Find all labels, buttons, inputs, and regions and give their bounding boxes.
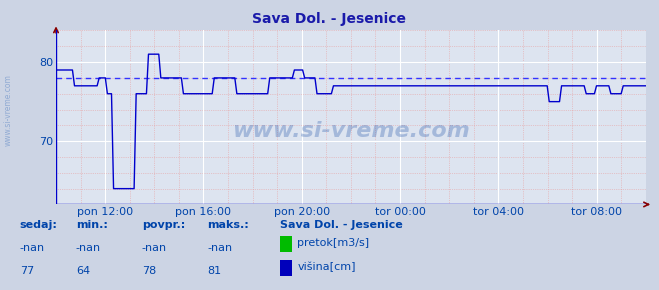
Text: Sava Dol. - Jesenice: Sava Dol. - Jesenice bbox=[280, 220, 403, 230]
Text: -nan: -nan bbox=[76, 243, 101, 253]
Text: -nan: -nan bbox=[142, 243, 167, 253]
Text: -nan: -nan bbox=[20, 243, 45, 253]
Text: Sava Dol. - Jesenice: Sava Dol. - Jesenice bbox=[252, 12, 407, 26]
Text: višina[cm]: višina[cm] bbox=[297, 261, 356, 272]
Text: min.:: min.: bbox=[76, 220, 107, 230]
Text: 64: 64 bbox=[76, 266, 90, 276]
Text: 81: 81 bbox=[208, 266, 221, 276]
Text: -nan: -nan bbox=[208, 243, 233, 253]
Text: maks.:: maks.: bbox=[208, 220, 249, 230]
Text: 77: 77 bbox=[20, 266, 34, 276]
Text: pretok[m3/s]: pretok[m3/s] bbox=[297, 238, 369, 249]
Text: sedaj:: sedaj: bbox=[20, 220, 57, 230]
Text: povpr.:: povpr.: bbox=[142, 220, 185, 230]
Text: www.si-vreme.com: www.si-vreme.com bbox=[3, 74, 13, 146]
Text: 78: 78 bbox=[142, 266, 156, 276]
Text: www.si-vreme.com: www.si-vreme.com bbox=[232, 122, 470, 141]
